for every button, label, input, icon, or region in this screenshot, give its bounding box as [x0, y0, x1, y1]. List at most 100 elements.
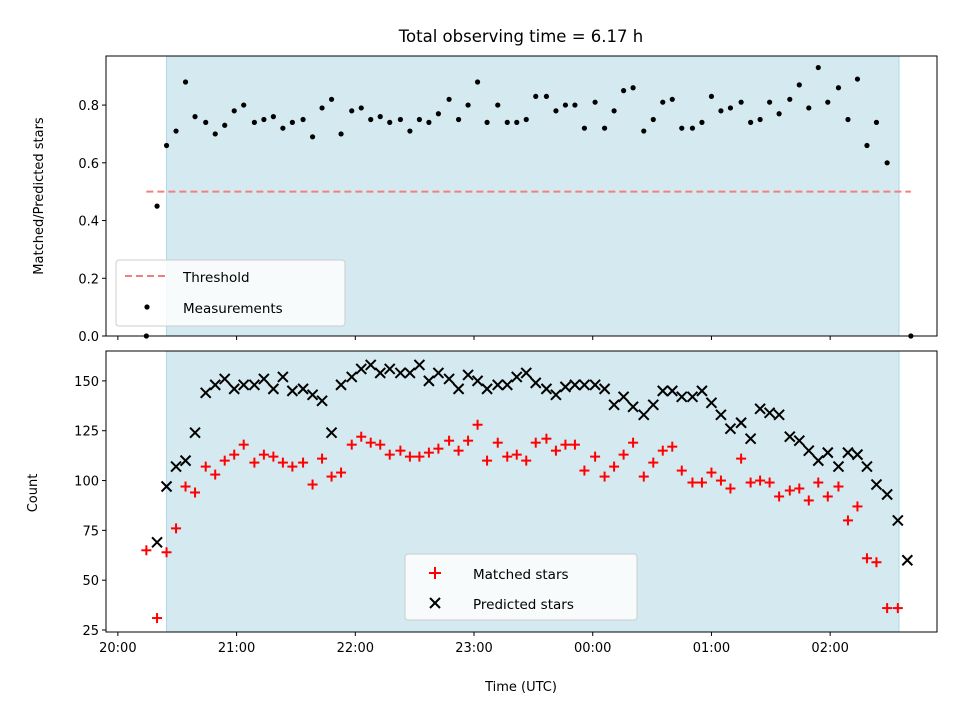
predicted-stars-point — [832, 460, 845, 473]
predicted-stars-point — [715, 409, 727, 421]
predicted-stars-point — [200, 387, 212, 399]
predicted-stars-point — [589, 379, 601, 391]
matched-stars-point — [676, 465, 687, 476]
measurement-point — [533, 93, 539, 100]
measurement-point — [873, 119, 880, 125]
x-tick-label: 22:00 — [337, 641, 374, 656]
matched-stars-point — [706, 467, 717, 478]
predicted-stars-point — [784, 430, 796, 443]
matched-stars-point — [336, 467, 347, 478]
measurement-point — [689, 125, 696, 131]
measurement-point — [251, 119, 257, 125]
matched-stars-point — [210, 469, 221, 480]
predicted-stars-point — [870, 478, 883, 491]
cross-stroke-b — [258, 373, 270, 385]
measurement-point — [562, 102, 569, 108]
matched-stars-point — [161, 547, 172, 558]
predicted-stars-point — [851, 448, 864, 461]
predicted-stars-point — [696, 385, 708, 397]
matched-stars-point — [842, 515, 853, 526]
cross-stroke-b — [219, 373, 231, 385]
matched-stars-point — [715, 475, 726, 486]
measurement-point — [163, 142, 170, 149]
cross-stroke-b — [306, 389, 319, 401]
cross-stroke-b — [432, 367, 445, 379]
measurement-point — [748, 119, 754, 125]
cross-stroke-b — [170, 460, 182, 473]
matched-stars-point — [882, 603, 893, 614]
measurement-point — [270, 114, 276, 120]
measurement-point — [630, 85, 636, 91]
top-legend: Threshold Measurements — [115, 259, 346, 327]
measurement-point — [231, 108, 237, 114]
measurement-point — [796, 82, 802, 88]
measurement-point — [368, 116, 374, 123]
measurement-point — [815, 64, 821, 71]
cross-stroke-b — [200, 387, 212, 399]
measurement-point — [280, 125, 286, 131]
predicted-stars-point — [540, 383, 553, 395]
measurement-point — [757, 116, 763, 123]
measurement-point — [154, 203, 160, 209]
matched-stars-point — [609, 461, 620, 472]
predicted-stars-point — [530, 377, 542, 389]
cross-stroke-b — [705, 397, 718, 409]
matched-stars-point — [794, 483, 805, 494]
cross-stroke-b — [696, 385, 708, 397]
predicted-stars-point — [754, 403, 766, 415]
predicted-stars-point — [822, 446, 834, 459]
top-y-axis-label: Matched/Predicted stars — [32, 117, 47, 275]
measurement-point — [435, 111, 441, 117]
predicted-stars-point — [901, 554, 914, 566]
cross-stroke-b — [286, 385, 299, 397]
cross-stroke-b — [647, 399, 659, 411]
y-tick-label: 0.2 — [78, 272, 99, 287]
cross-stroke-b — [209, 379, 221, 391]
measurement-point — [660, 99, 666, 105]
matched-stars-point — [892, 603, 903, 614]
predicted-stars-point — [550, 389, 562, 401]
predicted-stars-point — [676, 391, 688, 403]
measurement-point — [514, 119, 520, 125]
cross-stroke-b — [754, 403, 766, 415]
matched-stars-point — [774, 491, 785, 502]
cross-stroke-b — [267, 383, 280, 395]
cross-stroke-b — [346, 371, 358, 383]
measurement-point — [397, 116, 404, 123]
matched-stars-point — [736, 453, 747, 464]
predicted-stars-point — [763, 407, 776, 419]
cross-stroke-b — [160, 480, 173, 493]
measurement-point — [884, 160, 890, 166]
matched-stars-point — [755, 475, 766, 486]
measurement-point — [484, 119, 490, 125]
cross-stroke-b — [481, 383, 493, 395]
cross-stroke-b — [277, 371, 289, 383]
cross-stroke-b — [462, 369, 474, 381]
measurement-point — [602, 125, 608, 131]
y-tick-label: 25 — [82, 624, 99, 639]
cross-stroke-b — [617, 391, 630, 403]
predicted-stars-point — [432, 367, 445, 379]
predicted-stars-point — [520, 367, 532, 379]
measurement-point — [727, 105, 734, 111]
cross-stroke-b — [851, 448, 864, 461]
matched-stars-point — [317, 453, 328, 464]
y-tick-label: 0.8 — [78, 99, 99, 114]
matched-stars-point — [511, 449, 522, 460]
cross-stroke-b — [530, 377, 542, 389]
matched-stars-point — [375, 439, 386, 450]
matched-stars-point — [268, 451, 279, 462]
x-tick-label: 21:00 — [218, 641, 255, 656]
matched-stars-point — [667, 441, 678, 452]
matched-stars-point — [861, 553, 872, 564]
measurement-point — [455, 116, 462, 123]
y-tick-label: 50 — [82, 574, 99, 589]
matched-stars-point — [492, 437, 503, 448]
legend-predicted-label: Predicted stars — [473, 597, 574, 613]
cross-stroke-b — [763, 407, 776, 419]
matched-stars-point — [657, 445, 668, 456]
predicted-stars-point — [881, 488, 893, 501]
matched-stars-point — [384, 449, 395, 460]
matched-stars-point — [423, 447, 434, 458]
predicted-stars-point — [277, 371, 289, 383]
